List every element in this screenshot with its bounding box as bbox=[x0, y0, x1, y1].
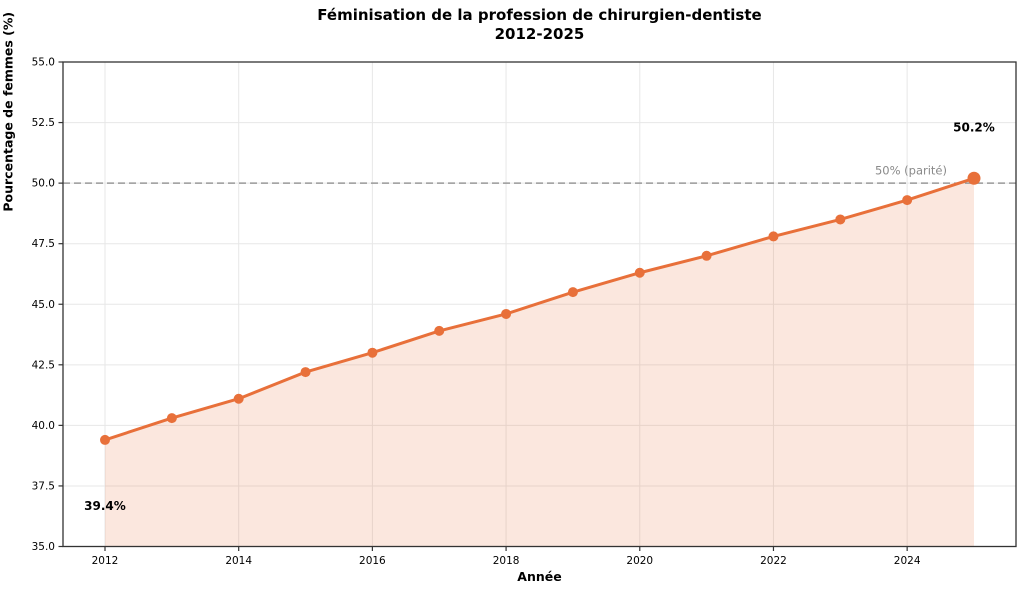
y-tick-label: 50.0 bbox=[32, 178, 55, 190]
y-axis: 35.0 37.5 40.0 42.5 45.0 47.5 50.0 52.5 55.0 bbox=[32, 57, 63, 553]
area-fill bbox=[105, 178, 974, 547]
data-point bbox=[367, 347, 378, 358]
data-point bbox=[902, 195, 913, 206]
y-tick-label: 42.5 bbox=[32, 359, 55, 371]
y-tick-label: 45.0 bbox=[32, 299, 55, 311]
y-tick-label: 35.0 bbox=[32, 541, 55, 553]
y-tick-label: 40.0 bbox=[32, 420, 55, 432]
data-point bbox=[100, 434, 110, 445]
y-tick-label: 52.5 bbox=[32, 117, 55, 129]
data-point bbox=[434, 325, 445, 336]
x-axis-label: Année bbox=[517, 569, 562, 584]
end-value-annotation: 50.2% bbox=[953, 120, 995, 134]
data-point bbox=[835, 214, 846, 225]
data-point bbox=[768, 231, 779, 242]
data-point bbox=[701, 250, 712, 261]
y-axis-label: Pourcentage de femmes (%) bbox=[0, 11, 16, 212]
chart-title-line1: Féminisation de la profession de chirurg… bbox=[317, 6, 762, 24]
x-tick-label: 2016 bbox=[359, 555, 386, 567]
y-tick-label: 37.5 bbox=[32, 480, 55, 492]
x-tick-label: 2012 bbox=[92, 555, 119, 567]
data-point bbox=[166, 413, 177, 424]
data-point bbox=[300, 367, 311, 378]
y-tick-label: 47.5 bbox=[32, 238, 55, 250]
data-point bbox=[233, 393, 244, 404]
data-point bbox=[967, 171, 981, 185]
x-tick-label: 2024 bbox=[894, 555, 921, 567]
data-point bbox=[634, 267, 645, 278]
chart-title-line2: 2012-2025 bbox=[494, 25, 585, 43]
x-tick-label: 2022 bbox=[760, 555, 787, 567]
x-tick-label: 2018 bbox=[493, 555, 520, 567]
y-tick-label: 55.0 bbox=[32, 57, 55, 69]
start-value-annotation: 39.4% bbox=[84, 499, 126, 513]
data-points bbox=[100, 171, 981, 445]
parity-reference-label: 50% (parité) bbox=[875, 164, 947, 178]
data-point bbox=[567, 287, 578, 298]
x-axis: 2012 2014 2016 2018 2020 2022 2024 bbox=[92, 546, 921, 567]
x-tick-label: 2020 bbox=[626, 555, 653, 567]
data-point bbox=[501, 308, 512, 319]
chart-title: Féminisation de la profession de chirurg… bbox=[63, 6, 1016, 44]
x-tick-label: 2014 bbox=[225, 555, 252, 567]
data-line bbox=[103, 176, 976, 442]
